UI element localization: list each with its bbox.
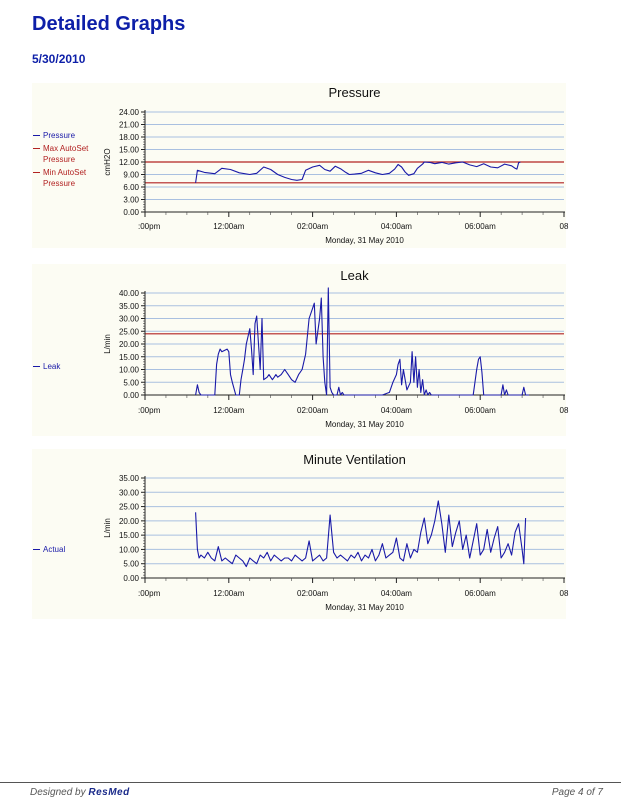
footer-divider <box>0 782 621 783</box>
minute-ventilation-ytick-label: 35.00 <box>119 474 140 483</box>
leak-ytick-label: 20.00 <box>119 340 140 349</box>
pressure-ytick-label: 21.00 <box>119 121 140 130</box>
pressure-title: Pressure <box>328 85 380 100</box>
leak-xtick-label: 02:00am <box>297 406 328 415</box>
leak-legend-swatch <box>33 366 40 367</box>
pressure-legend-swatch <box>33 172 40 173</box>
leak-title: Leak <box>340 268 369 283</box>
leak-ytick-label: 30.00 <box>119 315 140 324</box>
report-title: Detailed Graphs <box>32 13 186 35</box>
page-number: Page 4 of 7 <box>551 787 603 798</box>
minute-ventilation-legend-swatch <box>33 549 40 550</box>
minute-ventilation-xtick-label: :00pm <box>138 589 161 598</box>
minute-ventilation-ytick-label: 20.00 <box>119 517 140 526</box>
minute-ventilation-ytick-label: 0.00 <box>123 574 139 583</box>
pressure-ytick-label: 0.00 <box>123 208 139 217</box>
pressure-xtick-label: 06:00am <box>465 222 496 231</box>
pressure-chart-panel: Pressure Max AutoSet Pressure Min AutoSet … <box>32 83 569 248</box>
pressure-xtick-label: 08 <box>560 222 569 231</box>
pressure-legend-swatch <box>33 148 40 149</box>
leak-ytick-label: 5.00 <box>123 378 139 387</box>
minute-ventilation-ytick-label: 15.00 <box>119 531 140 540</box>
pressure-legend-label: Min AutoSet Pressure <box>43 168 87 188</box>
minute-ventilation-ytick-label: 30.00 <box>119 488 140 497</box>
pressure-chart: Pressure 0.00 3.00 6.00 9.00 12.00 15.00 18.00 2… <box>103 85 569 245</box>
pressure-ytick-label: 15.00 <box>119 146 140 155</box>
leak-xtick-label: :00pm <box>138 406 161 415</box>
pressure-ytick-label: 12.00 <box>119 158 140 167</box>
pressure-legend-swatch <box>33 135 40 136</box>
leak-chart: Leak 0.00 5.00 10.00 15.00 20.00 25.00 30.00 35.… <box>103 268 569 429</box>
pressure-legend-label: Max AutoSet Pressure <box>43 144 89 164</box>
pressure-xtick-label: :00pm <box>138 222 161 231</box>
pressure-ytick-label: 18.00 <box>119 133 140 142</box>
minute-ventilation-y-axis-label: L/min <box>103 518 112 538</box>
leak-ytick-label: 40.00 <box>119 289 140 298</box>
minute-ventilation-legend-label: Actual <box>43 545 66 554</box>
minute-ventilation-title: Minute Ventilation <box>303 452 406 467</box>
resmed-logo: ResMed <box>88 787 130 798</box>
minute-ventilation-chart: Minute Ventilation 0.00 5.00 10.00 15.00 20.0… <box>103 452 569 612</box>
leak-x-axis-label: Monday, 31 May 2010 <box>325 420 404 429</box>
leak-ytick-label: 0.00 <box>123 391 139 400</box>
footer-designed-by: Designed by <box>30 787 86 798</box>
pressure-ytick-label: 24.00 <box>119 108 140 117</box>
pressure-y-axis-label: cmH2O <box>103 148 112 175</box>
minute-ventilation-ytick-label: 5.00 <box>123 560 139 569</box>
minute-ventilation-xtick-label: 04:00am <box>381 589 412 598</box>
pressure-x-axis-label: Monday, 31 May 2010 <box>325 236 404 245</box>
footer-credit: Designed by ResMed <box>30 787 130 798</box>
pressure-ytick-label: 9.00 <box>123 171 139 180</box>
leak-series-line <box>195 287 530 396</box>
report-date: 5/30/2010 <box>32 52 86 66</box>
leak-chart-panel: Leak Leak 0.00 5.00 10.00 15.00 20.00 25.00 30.… <box>32 264 569 436</box>
leak-ytick-label: 35.00 <box>119 302 140 311</box>
minute-ventilation-ytick-label: 25.00 <box>119 503 140 512</box>
minute-ventilation-xtick-label: 12:00am <box>213 589 244 598</box>
pressure-xtick-label: 04:00am <box>381 222 412 231</box>
leak-xtick-label: 08 <box>560 406 569 415</box>
leak-xtick-label: 12:00am <box>213 406 244 415</box>
minute-ventilation-chart-panel: Actual Minute Ventilation 0.00 5.00 10.00 15… <box>32 449 569 619</box>
leak-ytick-label: 10.00 <box>119 366 140 375</box>
minute-ventilation-xtick-label: 06:00am <box>465 589 496 598</box>
leak-ytick-label: 25.00 <box>119 327 140 336</box>
leak-ytick-label: 15.00 <box>119 353 140 362</box>
pressure-series-line <box>195 161 521 183</box>
pressure-xtick-label: 02:00am <box>297 222 328 231</box>
pressure-xtick-label: 12:00am <box>213 222 244 231</box>
leak-legend-label: Leak <box>43 362 61 371</box>
minute-ventilation-ytick-label: 10.00 <box>119 545 140 554</box>
pressure-ytick-label: 6.00 <box>123 183 139 192</box>
pressure-ytick-label: 3.00 <box>123 196 139 205</box>
minute-ventilation-xtick-label: 02:00am <box>297 589 328 598</box>
leak-y-axis-label: L/min <box>103 334 112 354</box>
minute-ventilation-xtick-label: 08 <box>560 589 569 598</box>
minute-ventilation-series-line <box>195 500 527 568</box>
leak-xtick-label: 06:00am <box>465 406 496 415</box>
minute-ventilation-x-axis-label: Monday, 31 May 2010 <box>325 603 404 612</box>
leak-xtick-label: 04:00am <box>381 406 412 415</box>
pressure-legend-label: Pressure <box>43 131 76 140</box>
